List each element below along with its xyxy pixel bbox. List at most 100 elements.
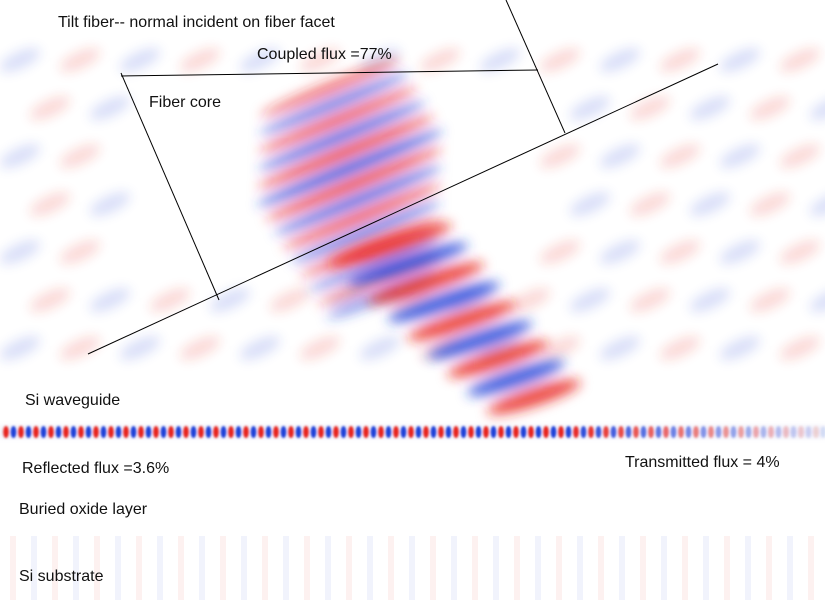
background-wave-blob [239, 48, 281, 72]
waveguide-mode-lobe [280, 426, 287, 438]
background-wave-blob [599, 144, 641, 168]
si-waveguide-label: Si waveguide [25, 392, 121, 409]
background-wave-blob [509, 288, 551, 312]
background-wave-blob [359, 336, 401, 360]
diffracted-beam-band [447, 340, 549, 378]
background-wave-blob [0, 48, 41, 72]
waveguide-mode-lobe [310, 426, 317, 438]
background-wave-blob [119, 48, 161, 72]
diffracted-beam-band [427, 320, 533, 360]
substrate-ripple [409, 536, 415, 600]
waveguide-mode-lobe [693, 426, 699, 438]
waveguide-mode-lobe [453, 426, 459, 438]
background-wave-blob [809, 288, 825, 312]
waveguide-mode-lobe [63, 426, 69, 438]
waveguide-mode-lobe [190, 426, 197, 438]
background-wave-blob [809, 192, 825, 216]
fiber-mode-field [257, 59, 443, 320]
substrate-ripple [514, 536, 520, 600]
waveguide-mode-lobe [625, 426, 632, 438]
waveguide-mode-lobe [145, 426, 152, 438]
waveguide-mode-lobe [520, 426, 527, 438]
waveguide-mode-lobe [10, 426, 17, 438]
waveguide-mode-lobe [288, 426, 294, 438]
waveguide-mode-lobe [723, 426, 729, 438]
background-wave-blob [539, 48, 581, 72]
waveguide-mode-lobe [325, 426, 332, 438]
waveguide-mode-lobe [295, 426, 302, 438]
fiber-mode-band [259, 73, 409, 135]
waveguide-mode-lobe [423, 426, 429, 438]
background-wave-blob [179, 48, 221, 72]
waveguide-mode-lobe [205, 426, 212, 438]
substrate-ripple [199, 536, 205, 600]
waveguide-mode-lobe [633, 426, 639, 438]
background-wave-blob [629, 288, 671, 312]
waveguide-mode-lobe [558, 426, 564, 438]
substrate-ripple [262, 536, 268, 600]
waveguide-mode-lobe [93, 426, 99, 438]
waveguide-mode-lobe [273, 426, 279, 438]
substrate-ripple [136, 536, 142, 600]
fiber-facet-top-edge [120, 69, 539, 77]
waveguide-mode-lobe [805, 426, 812, 438]
fiber-right-edge [505, 0, 566, 134]
background-wave-blob [359, 48, 401, 72]
background-wave-blob [179, 336, 221, 360]
waveguide-mode-lobe [760, 426, 767, 438]
fiber-mode-band [265, 147, 443, 221]
background-wave-blob [719, 48, 761, 72]
waveguide-mode-lobe [138, 426, 144, 438]
waveguide-mode-lobe [610, 426, 617, 438]
fiber-left-edge [120, 72, 220, 301]
waveguide-mode-lobe [183, 426, 189, 438]
waveguide-mode-lobe [235, 426, 242, 438]
waveguide-mode-lobe [798, 426, 804, 438]
waveguide-mode-lobe [168, 426, 174, 438]
background-wave-blob [659, 144, 701, 168]
background-wave-blob [719, 144, 761, 168]
background-wave-blob [569, 192, 611, 216]
background-wave-blob [0, 144, 41, 168]
substrate-ripple [472, 536, 478, 600]
waveguide-mode-lobe [108, 426, 114, 438]
waveguide-mode-lobe [580, 426, 587, 438]
fiber-mode-band [260, 59, 400, 117]
waveguide-mode-lobe [550, 426, 557, 438]
background-wave-blob [539, 336, 581, 360]
substrate-ripple [661, 536, 667, 600]
waveguide-mode-lobe [475, 426, 482, 438]
background-wave-blob [89, 288, 131, 312]
waveguide-mode-lobe [438, 426, 444, 438]
waveguide-mode-lobe [400, 426, 407, 438]
substrate-ripple [556, 536, 562, 600]
diffracted-beam-band [407, 301, 517, 341]
fiber-mode-band [257, 115, 435, 189]
background-wave-blob [689, 96, 731, 120]
background-wave-blob [89, 192, 131, 216]
waveguide-mode-lobe [790, 426, 797, 438]
waveguide-mode-lobe [708, 426, 714, 438]
background-wave-blob [719, 240, 761, 264]
waveguide-mode-lobe [70, 426, 77, 438]
waveguide-mode-lobe [78, 426, 84, 438]
reflected-flux-label: Reflected flux =3.6% [22, 460, 170, 477]
waveguide-mode-lobe [670, 426, 677, 438]
background-wave-blob [659, 48, 701, 72]
background-wave-blob [779, 336, 821, 360]
waveguide-mode-lobe [228, 426, 234, 438]
waveguide-mode-lobe [783, 426, 789, 438]
substrate-ripple [682, 536, 688, 600]
background-wave-blob [689, 192, 731, 216]
substrate-ripple [766, 536, 772, 600]
diffracted-beam-band [387, 281, 501, 323]
waveguide-mode-lobe [820, 426, 825, 438]
fiber-mode-band [309, 237, 439, 291]
waveguide-mode-lobe [33, 426, 39, 438]
waveguide-mode-lobe [378, 426, 384, 438]
waveguide-mode-lobe [588, 426, 594, 438]
fiber-mode-band [259, 87, 417, 153]
background-wave-blob [689, 288, 731, 312]
